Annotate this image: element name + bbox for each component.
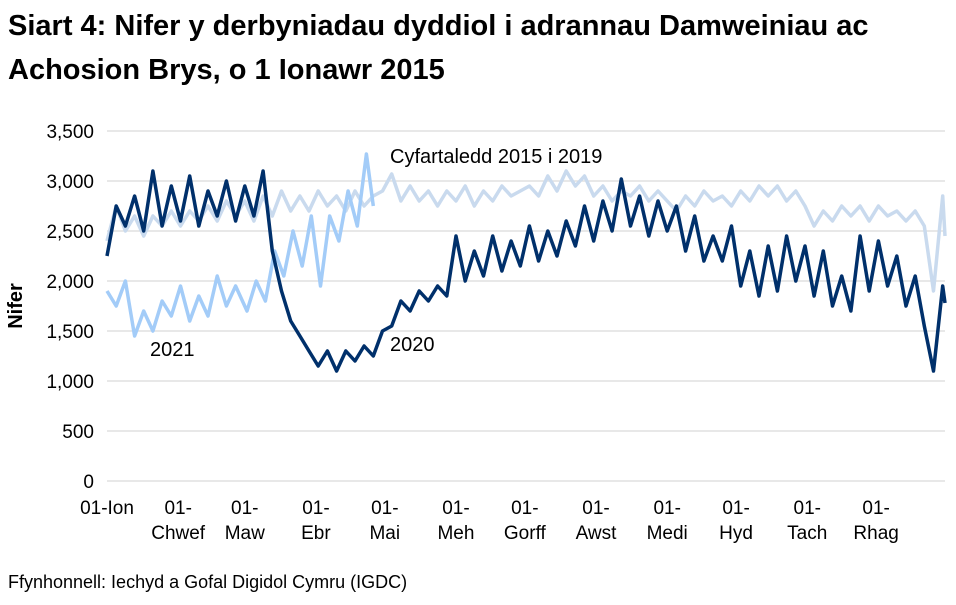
x-tick-label: 01- <box>302 498 329 519</box>
x-tick-label: Hyd <box>719 523 753 544</box>
x-tick-label: Tach <box>787 523 827 544</box>
x-tick-label: 01- <box>511 498 538 519</box>
x-tick-label: 01- <box>582 498 609 519</box>
y-tick-label: 3,000 <box>46 172 94 193</box>
x-tick-label: Awst <box>576 523 618 544</box>
series-label: 2021 <box>150 339 195 361</box>
x-tick-label: 01- <box>164 498 191 519</box>
x-tick-label: 01- <box>794 498 821 519</box>
x-tick-label: Mai <box>369 523 400 544</box>
x-tick-label: 01- <box>371 498 398 519</box>
x-tick-label: 01- <box>653 498 680 519</box>
x-tick-label: Chwef <box>151 523 206 544</box>
x-tick-label: Gorff <box>504 523 547 544</box>
y-tick-label: 500 <box>62 422 94 443</box>
x-tick-label: 01- <box>231 498 258 519</box>
x-tick-label: Rhag <box>853 523 898 544</box>
x-tick-label: 01- <box>862 498 889 519</box>
series-label: Cyfartaledd 2015 i 2019 <box>390 146 602 168</box>
x-tick-label: Maw <box>225 523 265 544</box>
source-note: Ffynhonnell: Iechyd a Gofal Digidol Cymr… <box>8 572 408 592</box>
y-tick-label: 2,500 <box>46 222 94 243</box>
series-label: 2020 <box>390 334 435 356</box>
y-tick-label: 2,000 <box>46 272 94 293</box>
x-tick-label: 01-Ion <box>80 498 134 519</box>
y-tick-label: 1,500 <box>46 322 94 343</box>
x-tick-label: 01- <box>722 498 749 519</box>
x-tick-label: Ebr <box>301 523 331 544</box>
series-line-2020 <box>105 169 947 373</box>
x-tick-label: Medi <box>647 523 688 544</box>
series-line-2021 <box>105 152 376 338</box>
x-tick-label: 01- <box>442 498 469 519</box>
chart-title: Siart 4: Nifer y derbyniadau dyddiol i a… <box>8 10 869 86</box>
x-tick-label: Meh <box>437 523 474 544</box>
y-tick-label: 0 <box>83 472 94 493</box>
y-tick-label: 3,500 <box>46 122 94 143</box>
series-line-cyfartaledd-2015-i-2019 <box>105 169 947 293</box>
y-tick-label: 1,000 <box>46 372 94 393</box>
y-axis-label: Nifer <box>5 283 27 329</box>
